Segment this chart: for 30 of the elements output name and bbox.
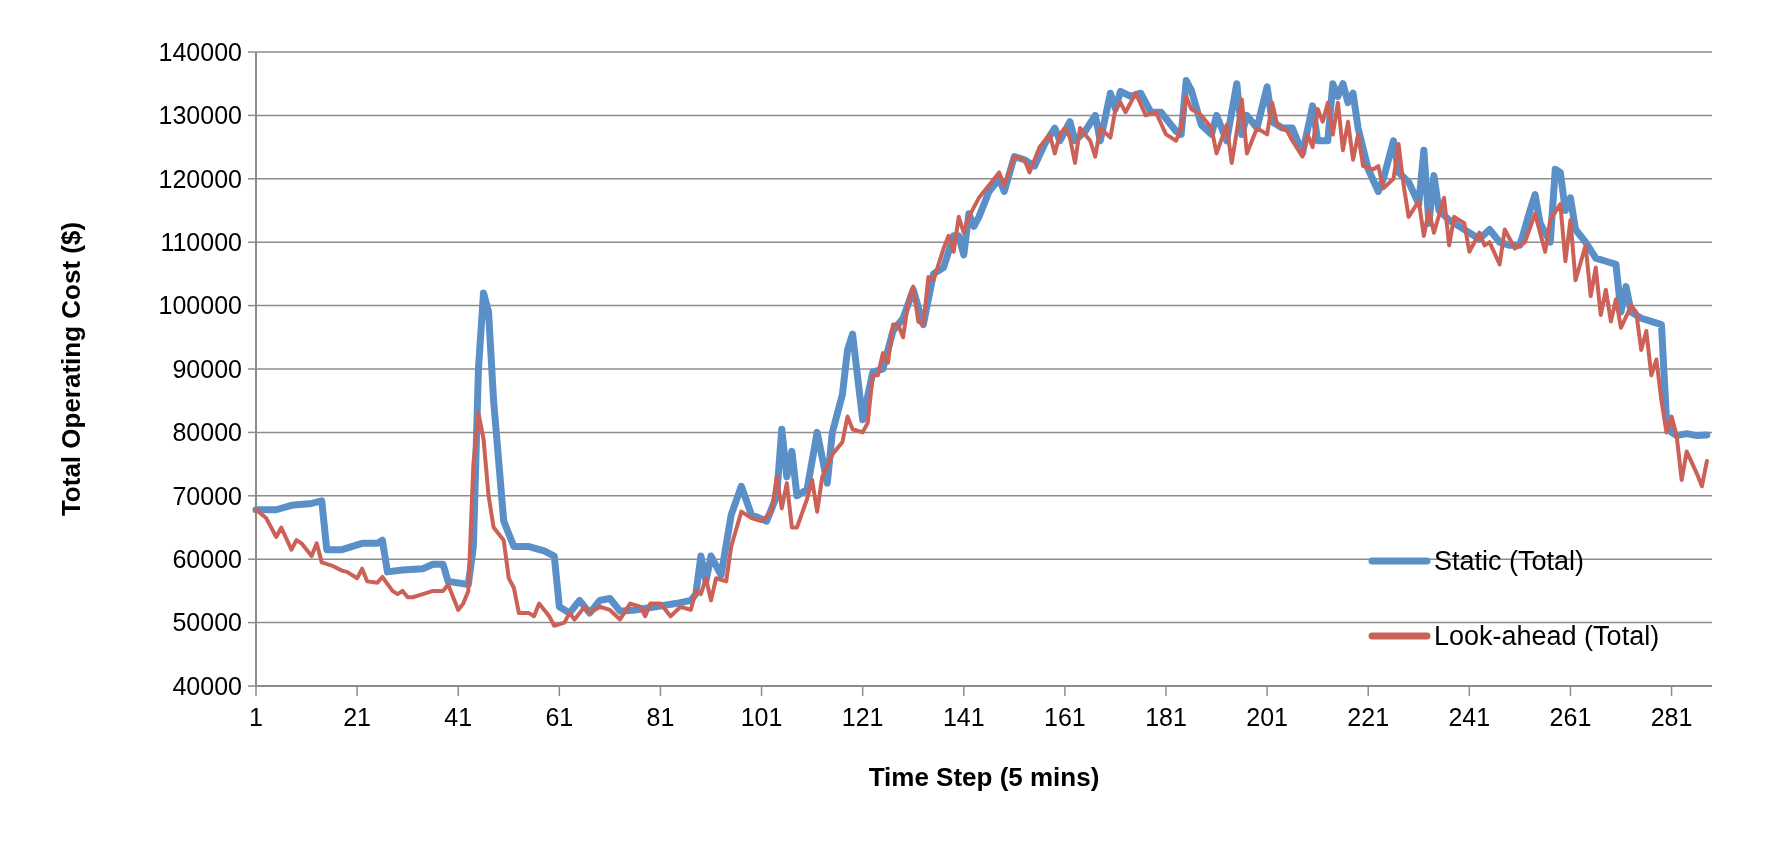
x-tick-label: 261 xyxy=(1549,703,1592,731)
y-axis-title: Total Operating Cost ($) xyxy=(56,221,86,517)
legend-label: Static (Total) xyxy=(1434,546,1585,577)
x-tick-label: 81 xyxy=(646,703,675,731)
y-tick-label: 90000 xyxy=(172,354,242,383)
x-tick-label: 141 xyxy=(942,703,985,731)
legend-label: Look-ahead (Total) xyxy=(1434,621,1660,652)
x-tick-label: 221 xyxy=(1347,703,1390,731)
y-tick-label: 110000 xyxy=(160,227,242,256)
x-tick-label: 41 xyxy=(444,703,473,731)
x-tick-label: 21 xyxy=(343,703,372,731)
x-tick-label: 281 xyxy=(1650,703,1693,731)
x-axis-title: Time Step (5 mins) xyxy=(868,762,1100,792)
y-tick-label: 50000 xyxy=(172,608,242,637)
y-tick-label: 40000 xyxy=(172,671,242,700)
x-tick-label: 1 xyxy=(249,703,263,731)
y-tick-label: 60000 xyxy=(172,544,242,573)
x-tick-label: 121 xyxy=(841,703,884,731)
x-tick-label: 61 xyxy=(545,703,574,731)
x-tick-label: 101 xyxy=(740,703,783,731)
x-tick-label: 161 xyxy=(1044,703,1086,731)
y-tick-label: 80000 xyxy=(172,418,242,447)
y-tick-label: 70000 xyxy=(172,481,242,510)
x-tick-label: 201 xyxy=(1246,703,1288,731)
x-tick-label: 241 xyxy=(1448,703,1491,731)
x-tick-label: 181 xyxy=(1145,703,1187,731)
y-tick-label: 120000 xyxy=(158,164,242,193)
y-tick-label: 140000 xyxy=(158,37,242,66)
y-tick-label: 100000 xyxy=(158,291,242,320)
y-tick-label: 130000 xyxy=(158,101,242,130)
